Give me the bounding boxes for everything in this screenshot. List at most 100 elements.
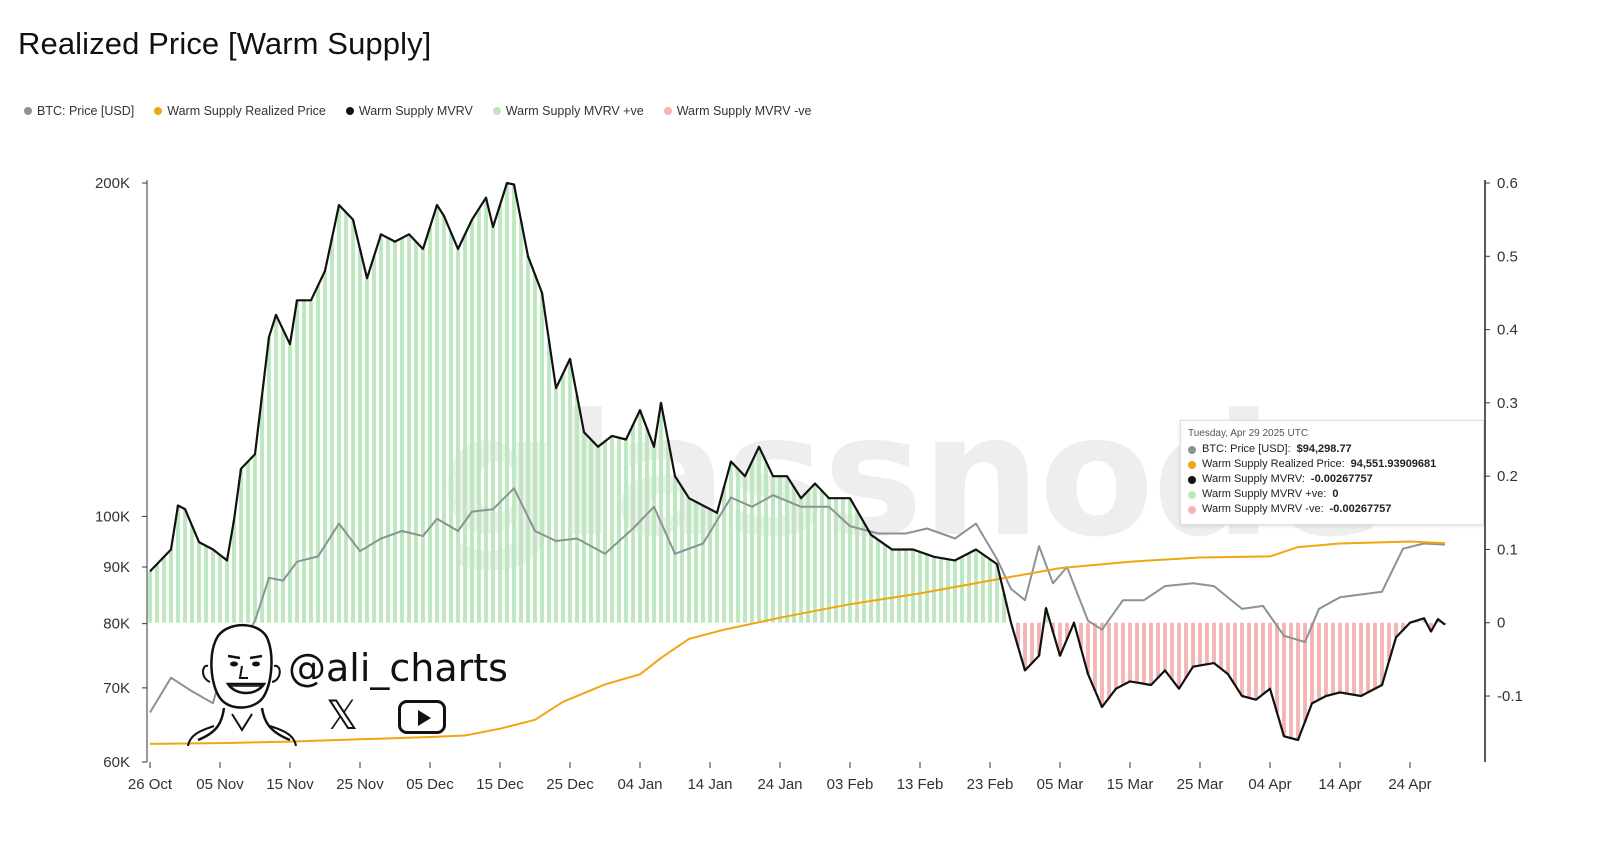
mvrv-positive-bar: [470, 219, 474, 623]
mvrv-positive-bar: [260, 395, 264, 623]
x-logo-icon[interactable]: 𝕏: [326, 693, 359, 739]
chart-title: Realized Price [Warm Supply]: [18, 26, 432, 61]
x-axis-tick-label: 15 Mar: [1107, 776, 1154, 793]
legend-item-btc-price[interactable]: BTC: Price [USD]: [24, 104, 134, 118]
mvrv-positive-bar: [673, 476, 677, 623]
right-axis-tick-label: 0: [1497, 615, 1505, 632]
mvrv-positive-bar: [946, 559, 950, 623]
mvrv-positive-bar: [491, 226, 495, 623]
legend-item-mvrv[interactable]: Warm Supply MVRV: [345, 104, 473, 118]
mvrv-positive-bar: [533, 274, 537, 623]
mvrv-positive-bar: [421, 248, 425, 623]
x-axis-tick-label: 05 Mar: [1037, 776, 1084, 793]
mvrv-positive-bar: [302, 300, 306, 623]
tooltip-label: BTC: Price [USD]:: [1202, 443, 1291, 455]
right-axis-tick-label: 0.4: [1497, 322, 1518, 339]
mvrv-negative-bar: [1275, 622, 1279, 713]
mvrv-negative-bar: [1030, 622, 1034, 664]
legend-dot-icon: [492, 107, 501, 115]
mvrv-positive-bar: [848, 498, 852, 623]
mvrv-positive-bar: [309, 300, 313, 623]
mvrv-positive-bar: [589, 439, 593, 623]
mvrv-positive-bar: [456, 248, 460, 623]
mvrv-positive-bar: [932, 556, 936, 623]
mvrv-positive-bar: [722, 487, 726, 623]
caricature-avatar-icon: [187, 623, 297, 746]
left-axis-tick-label: 80K: [103, 616, 130, 633]
youtube-play-icon[interactable]: [398, 700, 446, 734]
mvrv-negative-bar: [1205, 622, 1209, 665]
mvrv-positive-bar: [806, 490, 810, 623]
mvrv-positive-bar: [855, 510, 859, 623]
mvrv-negative-bar: [1170, 622, 1174, 680]
x-axis-tick-label: 05 Nov: [196, 776, 244, 793]
legend-item-realized-price[interactable]: Warm Supply Realized Price: [154, 104, 326, 118]
mvrv-positive-bar: [911, 549, 915, 623]
mvrv-positive-bar: [372, 256, 376, 623]
x-axis-tick-label: 14 Jan: [687, 776, 732, 793]
mvrv-positive-bar: [568, 358, 572, 623]
mvrv-positive-bar: [729, 461, 733, 623]
legend-item-mvrv-positive[interactable]: Warm Supply MVRV +ve: [492, 104, 644, 118]
mvrv-positive-bar: [624, 439, 628, 623]
right-axis-tick-label: 0.5: [1497, 248, 1518, 265]
mvrv-negative-bar: [1100, 622, 1104, 708]
tooltip-dot-icon: [1188, 445, 1196, 454]
mvrv-positive-bar: [435, 204, 439, 623]
mvrv-negative-bar: [1177, 622, 1181, 689]
mvrv-positive-bar: [547, 340, 551, 623]
mvrv-positive-bar: [197, 542, 201, 623]
mvrv-positive-bar: [176, 505, 180, 623]
mvrv-positive-bar: [897, 549, 901, 623]
author-handle: @ali_charts: [288, 646, 508, 690]
mvrv-negative-bar: [1387, 622, 1391, 662]
tooltip-dot-icon: [1188, 475, 1196, 484]
legend-dot-icon: [24, 107, 32, 115]
mvrv-positive-bar: [890, 549, 894, 623]
mvrv-positive-bar: [330, 237, 334, 623]
tooltip-row-mvrv-positive: Warm Supply MVRV +ve: 0: [1188, 487, 1476, 502]
legend-label: Warm Supply MVRV -ve: [676, 104, 812, 118]
mvrv-positive-bar: [519, 220, 523, 623]
mvrv-negative-bar: [1079, 622, 1083, 649]
mvrv-negative-bar: [1107, 622, 1111, 698]
mvrv-positive-bar: [953, 560, 957, 623]
mvrv-positive-bar: [253, 454, 257, 623]
btc-price-usd-line: [149, 487, 1446, 714]
right-axis-tick-label: 0.3: [1497, 395, 1518, 412]
tooltip-row-mvrv: Warm Supply MVRV: -0.00267757: [1188, 472, 1476, 487]
mvrv-negative-bar: [1429, 622, 1433, 632]
mvrv-positive-bar: [995, 564, 999, 623]
mvrv-positive-bar: [267, 336, 271, 623]
hover-tooltip: Tuesday, Apr 29 2025 UTC BTC: Price [USD…: [1180, 420, 1484, 525]
x-axis-tick-label: 14 Apr: [1318, 776, 1361, 793]
mvrv-positive-bar: [603, 441, 607, 623]
legend-dot-icon: [663, 107, 672, 115]
mvrv-negative-bar: [1093, 622, 1097, 691]
mvrv-positive-bar: [281, 329, 285, 623]
tooltip-value: 94,551.93909681: [1350, 458, 1437, 470]
mvrv-positive-bar: [827, 498, 831, 623]
legend-item-mvrv-negative[interactable]: Warm Supply MVRV -ve: [663, 104, 812, 118]
mvrv-positive-bar: [750, 461, 754, 623]
legend-dot-icon: [345, 107, 354, 115]
mvrv-positive-bar: [449, 232, 453, 623]
mvrv-positive-bar: [428, 226, 432, 623]
legend-label: Warm Supply MVRV +ve: [505, 104, 644, 118]
mvrv-positive-bar: [988, 559, 992, 623]
left-axis-tick-label: 70K: [103, 680, 130, 697]
x-axis-tick-label: 05 Dec: [406, 776, 454, 793]
mvrv-positive-bar: [393, 241, 397, 623]
right-axis-tick-label: 0.6: [1497, 175, 1518, 192]
mvrv-positive-bar: [162, 556, 166, 623]
mvrv-negative-bar: [1394, 622, 1398, 638]
tooltip-row-btc-price: BTC: Price [USD]: $94,298.77: [1188, 442, 1476, 457]
tooltip-dot-icon: [1188, 460, 1196, 469]
tooltip-dot-icon: [1188, 490, 1196, 499]
right-axis-tick-label: 0.2: [1497, 468, 1518, 485]
tooltip-row-mvrv-negative: Warm Supply MVRV -ve: -0.00267757: [1188, 502, 1476, 517]
tooltip-label: Warm Supply MVRV:: [1202, 473, 1305, 485]
mvrv-negative-bar: [1114, 622, 1118, 689]
mvrv-positive-bar: [883, 544, 887, 623]
